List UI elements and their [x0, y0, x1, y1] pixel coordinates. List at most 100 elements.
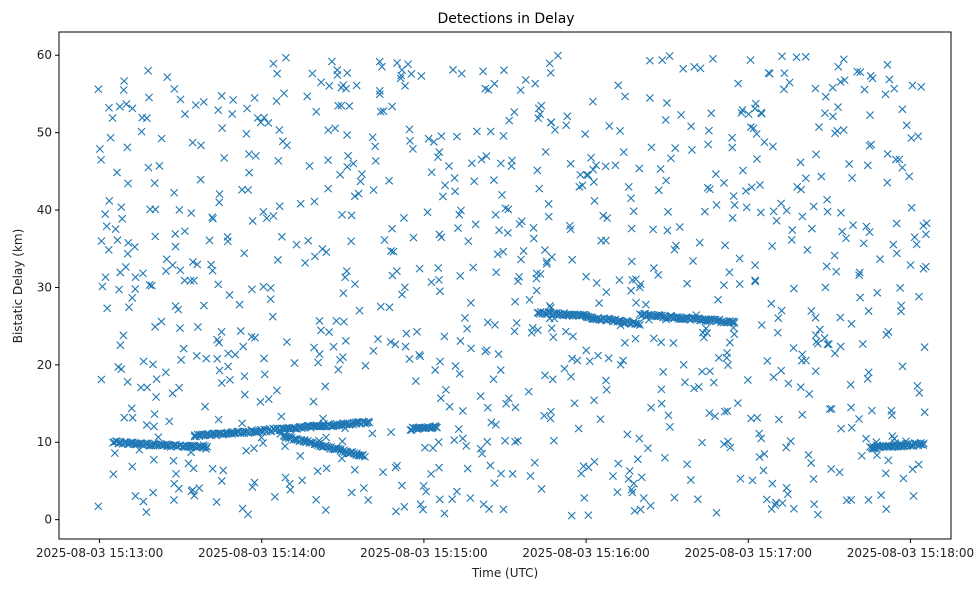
clutter-point: [822, 262, 831, 271]
clutter-point: [757, 321, 766, 330]
clutter-point: [777, 366, 786, 375]
clutter-point: [105, 196, 114, 205]
clutter-point: [347, 237, 356, 246]
y-tick-label: 50: [37, 126, 52, 140]
clutter-point: [193, 323, 202, 331]
clutter-point: [863, 161, 872, 170]
clutter-point: [170, 188, 179, 197]
clutter-point: [283, 141, 291, 150]
clutter-point: [907, 134, 916, 143]
clutter-point: [656, 164, 665, 173]
clutter-point: [812, 150, 821, 159]
clutter-point: [321, 506, 330, 514]
clutter-point: [769, 373, 778, 382]
clutter-point: [568, 255, 577, 264]
clutter-point: [400, 502, 409, 511]
clutter-point: [497, 190, 506, 199]
clutter-point: [343, 131, 352, 140]
clutter-point: [103, 304, 112, 313]
clutter-point: [176, 95, 185, 104]
clutter-point: [643, 444, 652, 453]
clutter-point: [728, 213, 737, 222]
clutter-point: [663, 226, 672, 235]
clutter-point: [659, 367, 668, 376]
clutter-point: [273, 69, 282, 78]
clutter-point: [510, 327, 519, 336]
clutter-point: [260, 354, 269, 363]
chart-title: Detections in Delay: [437, 11, 574, 27]
clutter-point: [316, 326, 325, 335]
clutter-point: [309, 397, 318, 406]
x-tick-label: 2025-08-03 15:16:00: [522, 546, 649, 560]
clutter-point: [312, 107, 321, 116]
clutter-point: [873, 451, 881, 460]
clutter-point: [215, 366, 224, 375]
clutter-point: [463, 464, 472, 473]
clutter-point: [584, 171, 593, 180]
track-point: [356, 451, 365, 460]
clutter-point: [454, 224, 463, 233]
clutter-point: [827, 404, 836, 413]
clutter-point: [582, 170, 591, 179]
clutter-point: [608, 472, 617, 481]
clutter-point: [657, 399, 666, 408]
clutter-point: [115, 285, 124, 294]
clutter-point: [440, 509, 449, 518]
clutter-point: [615, 276, 624, 285]
clutter-point: [168, 261, 177, 270]
clutter-point: [250, 444, 258, 453]
clutter-point: [332, 316, 341, 325]
clutter-point: [350, 192, 359, 201]
clutter-point: [456, 271, 465, 280]
clutter-point: [883, 60, 892, 69]
clutter-point: [694, 382, 703, 391]
clutter-point: [377, 62, 386, 71]
track-point: [919, 439, 928, 448]
clutter-point: [702, 324, 711, 333]
clutter-point: [196, 175, 205, 184]
clutter-point: [809, 475, 818, 483]
clutter-point: [150, 422, 158, 431]
clutter-point: [491, 210, 500, 219]
clutter-point: [613, 488, 622, 497]
clutter-point: [626, 194, 635, 203]
clutter-point: [527, 328, 536, 337]
clutter-point: [738, 105, 747, 114]
clutter-point: [857, 451, 866, 460]
clutter-point: [272, 97, 281, 106]
clutter-point: [264, 395, 273, 404]
clutter-point: [396, 74, 405, 83]
clutter-point: [690, 384, 699, 393]
clutter-point: [567, 511, 576, 520]
clutter-point: [225, 291, 234, 300]
clutter-point: [269, 212, 278, 220]
clutter-point: [369, 346, 378, 355]
clutter-point: [145, 281, 154, 290]
clutter-point: [122, 100, 131, 109]
clutter-point: [188, 486, 197, 495]
clutter-point: [664, 411, 673, 420]
clutter-point: [397, 481, 406, 490]
clutter-point: [627, 257, 636, 266]
clutter-point: [281, 53, 290, 62]
clutter-point: [231, 350, 240, 359]
clutter-point: [116, 268, 125, 277]
clutter-point: [272, 386, 281, 395]
track-point: [657, 311, 666, 320]
clutter-point: [801, 174, 810, 183]
clutter-point: [755, 429, 764, 438]
clutter-point: [219, 466, 228, 475]
clutter-point: [499, 66, 508, 75]
clutter-point: [259, 439, 268, 448]
clutter-point: [805, 389, 814, 398]
clutter-point: [97, 155, 106, 164]
clutter-point: [602, 385, 611, 394]
clutter-point: [137, 127, 146, 136]
clutter-point: [189, 276, 198, 285]
clutter-point: [98, 282, 107, 291]
clutter-point: [435, 495, 444, 504]
clutter-point: [172, 469, 181, 478]
clutter-point: [779, 85, 788, 94]
clutter-point: [337, 101, 346, 110]
clutter-point: [495, 226, 504, 235]
